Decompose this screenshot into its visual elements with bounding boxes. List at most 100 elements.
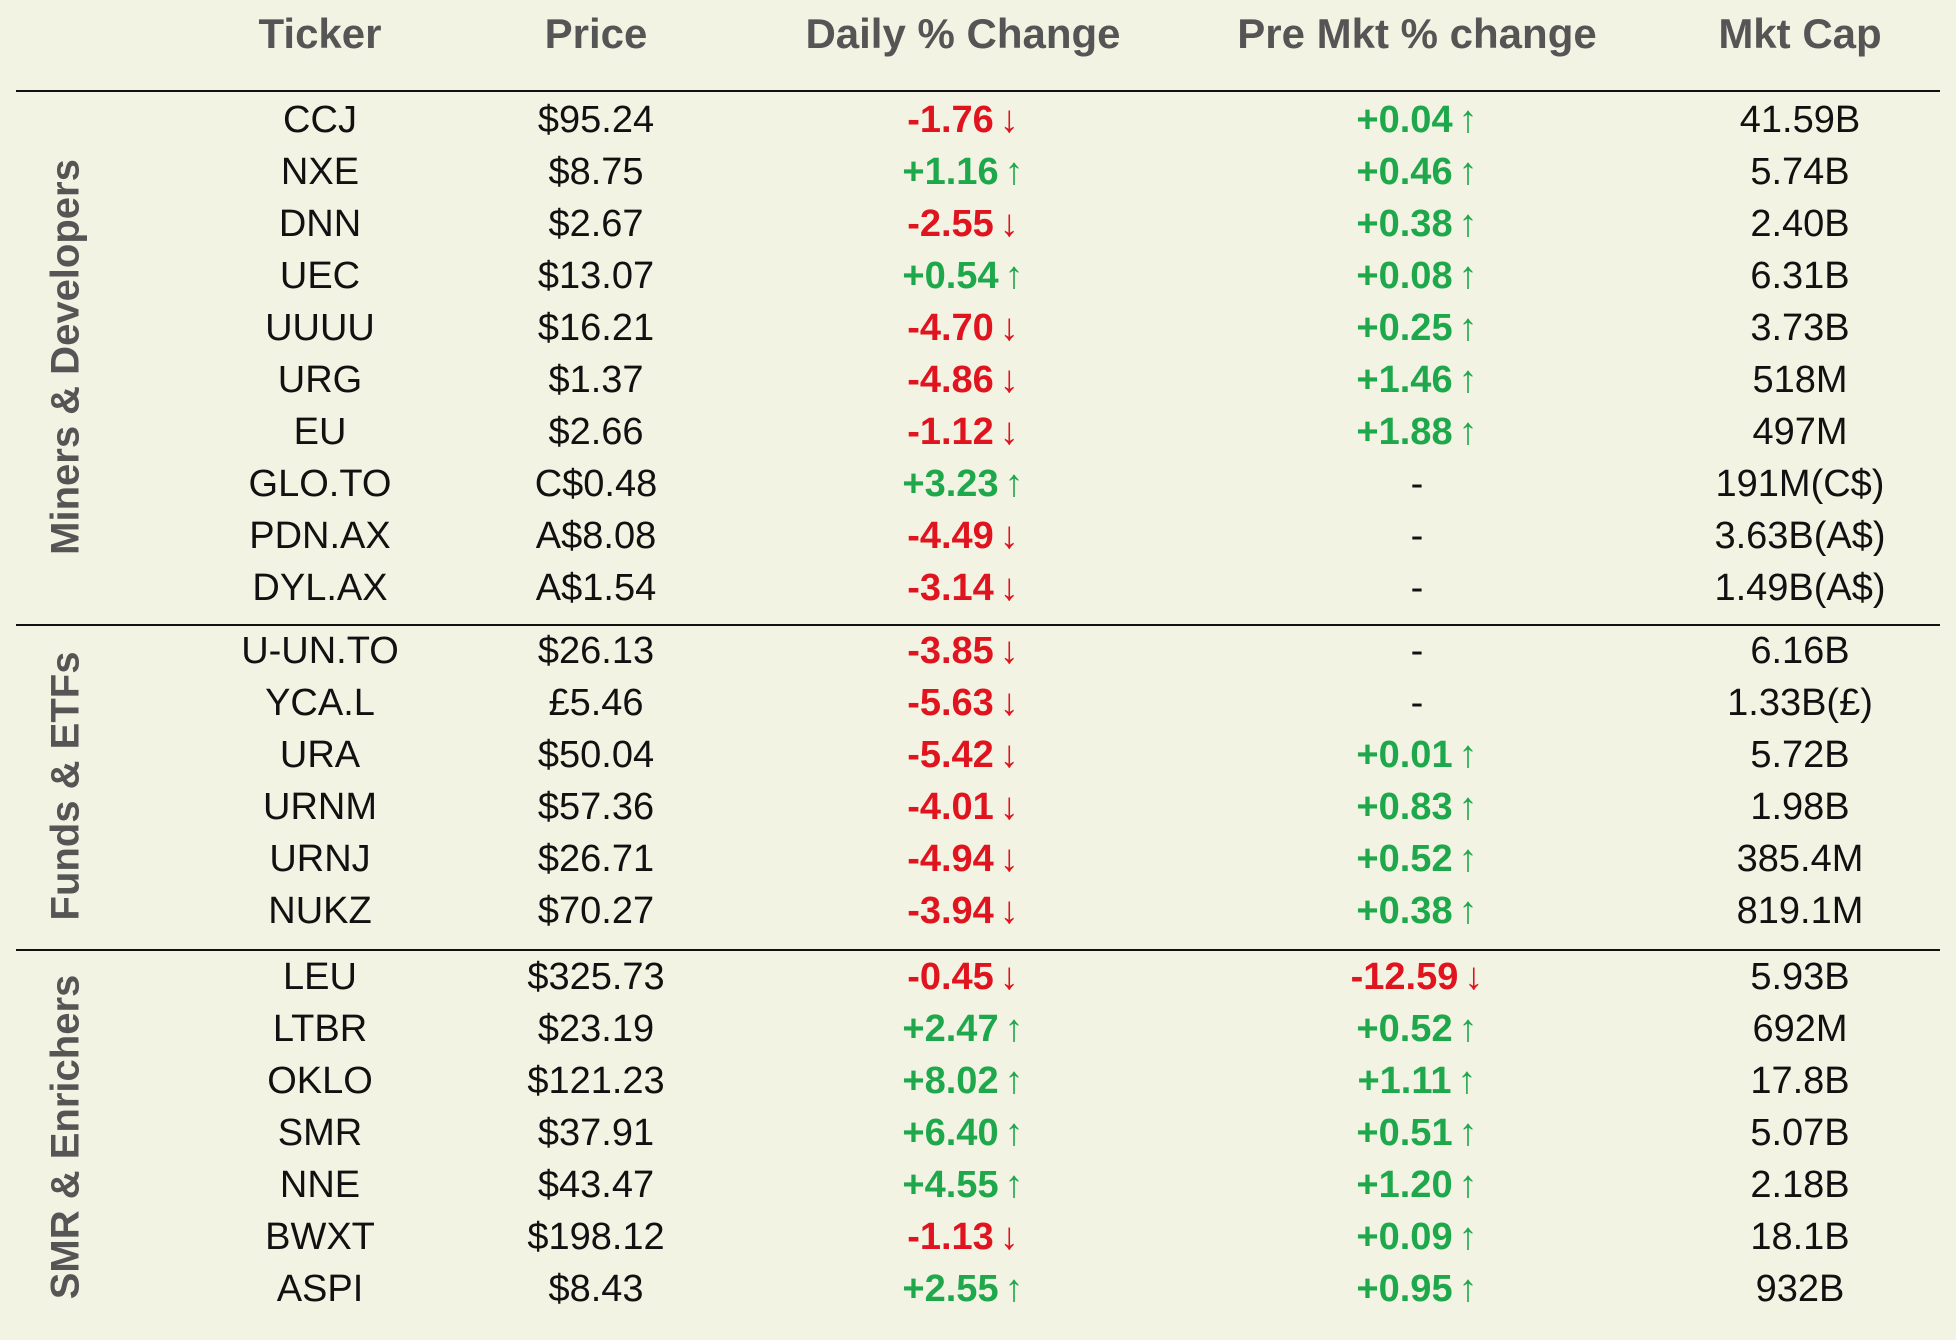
ticker-cell: DYL.AX bbox=[252, 567, 388, 609]
arrow-down-icon: ↓ bbox=[999, 956, 1019, 998]
premarket-change-cell-value: +1.20 bbox=[1356, 1164, 1453, 1206]
premarket-change-cell-value: +0.25 bbox=[1356, 307, 1453, 349]
daily-change-cell: -4.86 ↓ bbox=[907, 354, 1019, 406]
premarket-change-cell: +0.83 ↑ bbox=[1356, 781, 1477, 833]
column-header-market-cap: Mkt Cap bbox=[1718, 10, 1882, 57]
ticker-cell: DNN bbox=[278, 203, 362, 245]
market-cap-cell: 5.07B bbox=[1750, 1112, 1850, 1154]
premarket-change-cell: - bbox=[1411, 677, 1424, 729]
premarket-change-cell: +0.09 ↑ bbox=[1356, 1211, 1477, 1263]
arrow-down-icon: ↓ bbox=[999, 786, 1019, 828]
arrow-up-icon: ↑ bbox=[1004, 1164, 1024, 1206]
premarket-change-cell-value: +1.88 bbox=[1356, 411, 1453, 453]
arrow-up-icon: ↑ bbox=[1458, 1216, 1478, 1258]
daily-change-cell: -1.12 ↓ bbox=[907, 406, 1019, 458]
arrow-up-icon: ↑ bbox=[1458, 255, 1478, 297]
arrow-up-icon: ↑ bbox=[1458, 307, 1478, 349]
premarket-change-cell: +0.52 ↑ bbox=[1356, 1003, 1477, 1055]
arrow-up-icon: ↑ bbox=[1458, 734, 1478, 776]
price-cell: $95.24 bbox=[537, 99, 655, 141]
daily-change-cell-value: -3.85 bbox=[907, 630, 994, 672]
premarket-change-cell-value: +0.09 bbox=[1356, 1216, 1453, 1258]
arrow-up-icon: ↑ bbox=[1458, 890, 1478, 932]
price-cell: $37.91 bbox=[537, 1112, 655, 1154]
ticker-cell: URNJ bbox=[269, 838, 371, 880]
market-cap-cell: 692M bbox=[1752, 1008, 1848, 1050]
table-row: GLO.TO C$0.48 +3.23 ↑ - 191M(C$) bbox=[0, 458, 1956, 510]
ticker-cell: GLO.TO bbox=[248, 463, 392, 505]
market-cap-cell: 3.73B bbox=[1750, 307, 1850, 349]
table-row: URA $50.04 -5.42 ↓ +0.01 ↑ 5.72B bbox=[0, 729, 1956, 781]
daily-change-cell-value: -4.01 bbox=[907, 786, 994, 828]
daily-change-cell-value: +6.40 bbox=[902, 1112, 999, 1154]
arrow-up-icon: ↑ bbox=[1458, 1164, 1478, 1206]
daily-change-cell: -5.42 ↓ bbox=[907, 729, 1019, 781]
premarket-change-cell: +1.11 ↑ bbox=[1357, 1055, 1476, 1107]
table-row: EU $2.66 -1.12 ↓ +1.88 ↑ 497M bbox=[0, 406, 1956, 458]
section-divider bbox=[16, 624, 1940, 626]
price-cell: $13.07 bbox=[537, 255, 655, 297]
premarket-change-cell: +0.25 ↑ bbox=[1356, 302, 1477, 354]
daily-change-cell: +4.55 ↑ bbox=[902, 1159, 1023, 1211]
price-cell: $57.36 bbox=[537, 786, 655, 828]
premarket-change-cell: +1.88 ↑ bbox=[1356, 406, 1477, 458]
price-cell: $23.19 bbox=[537, 1008, 655, 1050]
table-header: Ticker Price Daily % Change Pre Mkt % ch… bbox=[0, 0, 1956, 92]
premarket-change-cell-value: - bbox=[1410, 630, 1424, 672]
daily-change-cell-value: -4.70 bbox=[907, 307, 994, 349]
table-row: LEU $325.73 -0.45 ↓ -12.59 ↓ 5.93B bbox=[0, 951, 1956, 1003]
premarket-change-cell-value: +0.08 bbox=[1356, 255, 1453, 297]
price-cell: A$8.08 bbox=[535, 515, 657, 557]
premarket-change-cell-value: +0.52 bbox=[1356, 838, 1453, 880]
arrow-up-icon: ↑ bbox=[1458, 99, 1478, 141]
column-header-ticker: Ticker bbox=[258, 10, 382, 57]
price-cell: $121.23 bbox=[527, 1060, 665, 1102]
price-cell: $50.04 bbox=[537, 734, 655, 776]
daily-change-cell-value: +8.02 bbox=[902, 1060, 999, 1102]
daily-change-cell-value: -4.49 bbox=[907, 515, 994, 557]
price-cell: $2.67 bbox=[548, 203, 644, 245]
premarket-change-cell: +0.04 ↑ bbox=[1356, 94, 1477, 146]
ticker-cell: LEU bbox=[283, 956, 357, 998]
table-row: UEC $13.07 +0.54 ↑ +0.08 ↑ 6.31B bbox=[0, 250, 1956, 302]
daily-change-cell: -3.85 ↓ bbox=[907, 625, 1019, 677]
daily-change-cell-value: -1.13 bbox=[907, 1216, 994, 1258]
arrow-up-icon: ↑ bbox=[1458, 411, 1478, 453]
market-cap-cell: 191M(C$) bbox=[1715, 463, 1885, 505]
price-cell: C$0.48 bbox=[534, 463, 658, 505]
premarket-change-cell: +0.38 ↑ bbox=[1356, 198, 1477, 250]
premarket-change-cell: +0.95 ↑ bbox=[1356, 1263, 1477, 1315]
header-divider bbox=[16, 90, 1940, 92]
arrow-down-icon: ↓ bbox=[999, 307, 1019, 349]
daily-change-cell: +2.55 ↑ bbox=[902, 1263, 1023, 1315]
daily-change-cell-value: +4.55 bbox=[902, 1164, 999, 1206]
premarket-change-cell-value: +0.04 bbox=[1356, 99, 1453, 141]
table-row: NUKZ $70.27 -3.94 ↓ +0.38 ↑ 819.1M bbox=[0, 885, 1956, 937]
market-cap-cell: 385.4M bbox=[1736, 838, 1864, 880]
premarket-change-cell: +0.46 ↑ bbox=[1356, 146, 1477, 198]
ticker-cell: NXE bbox=[280, 151, 360, 193]
daily-change-cell: -2.55 ↓ bbox=[907, 198, 1019, 250]
price-cell: $325.73 bbox=[527, 956, 665, 998]
ticker-cell: EU bbox=[293, 411, 347, 453]
price-cell: £5.46 bbox=[548, 682, 644, 724]
arrow-up-icon: ↑ bbox=[1457, 1060, 1477, 1102]
arrow-down-icon: ↓ bbox=[999, 567, 1019, 609]
table-row: LTBR $23.19 +2.47 ↑ +0.52 ↑ 692M bbox=[0, 1003, 1956, 1055]
premarket-change-cell-value: -12.59 bbox=[1350, 956, 1459, 998]
ticker-cell: URNM bbox=[263, 786, 377, 828]
table-row: DYL.AX A$1.54 -3.14 ↓ - 1.49B(A$) bbox=[0, 562, 1956, 614]
daily-change-cell: -1.76 ↓ bbox=[907, 94, 1019, 146]
daily-change-cell-value: +3.23 bbox=[902, 463, 999, 505]
ticker-cell: UUUU bbox=[265, 307, 375, 349]
market-cap-cell: 5.74B bbox=[1750, 151, 1850, 193]
arrow-down-icon: ↓ bbox=[999, 515, 1019, 557]
premarket-change-cell-value: - bbox=[1410, 682, 1424, 724]
ticker-cell: NUKZ bbox=[268, 890, 372, 932]
ticker-cell: PDN.AX bbox=[249, 515, 391, 557]
arrow-down-icon: ↓ bbox=[999, 1216, 1019, 1258]
premarket-change-cell-value: +1.46 bbox=[1356, 359, 1453, 401]
arrow-down-icon: ↓ bbox=[999, 682, 1019, 724]
ticker-cell: UEC bbox=[279, 255, 361, 297]
daily-change-cell-value: -2.55 bbox=[907, 203, 994, 245]
